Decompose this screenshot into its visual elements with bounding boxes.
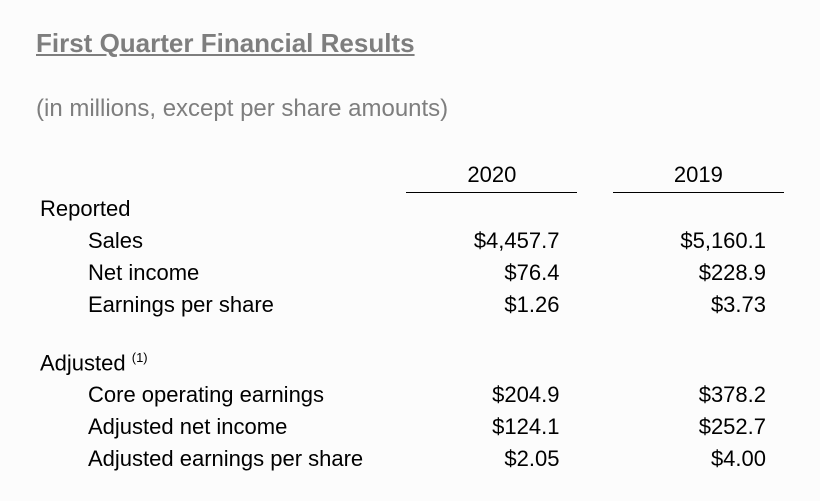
financial-table: 2020 2019 Reported Sales $4,457.7 $5,160… xyxy=(36,159,784,475)
table-row: Earnings per share $1.26 $3.73 xyxy=(36,289,784,321)
cell-value: $5,160.1 xyxy=(613,225,784,257)
cell-value: $1.26 xyxy=(406,289,577,321)
table-row: Adjusted earnings per share $2.05 $4.00 xyxy=(36,443,784,475)
cell-value: $4.00 xyxy=(613,443,784,475)
section-reported: Reported xyxy=(36,193,784,225)
footnote-marker: (1) xyxy=(132,350,148,365)
cell-value: $3.73 xyxy=(613,289,784,321)
row-label: Adjusted net income xyxy=(36,411,406,443)
table-row: Core operating earnings $204.9 $378.2 xyxy=(36,379,784,411)
cell-value: $378.2 xyxy=(613,379,784,411)
cell-value: $4,457.7 xyxy=(406,225,577,257)
adjusted-label-text: Adjusted xyxy=(40,350,132,375)
row-label: Sales xyxy=(36,225,406,257)
cell-value: $204.9 xyxy=(406,379,577,411)
year-header-2: 2019 xyxy=(613,159,784,193)
section-label-reported: Reported xyxy=(36,193,406,225)
cell-value: $2.05 xyxy=(406,443,577,475)
cell-value: $228.9 xyxy=(613,257,784,289)
spacer-row xyxy=(36,321,784,347)
year-header-1: 2020 xyxy=(406,159,577,193)
cell-value: $124.1 xyxy=(406,411,577,443)
row-label: Earnings per share xyxy=(36,289,406,321)
row-label: Core operating earnings xyxy=(36,379,406,411)
header-row: 2020 2019 xyxy=(36,159,784,193)
cell-value: $252.7 xyxy=(613,411,784,443)
section-label-adjusted: Adjusted (1) xyxy=(36,347,406,379)
row-label: Adjusted earnings per share xyxy=(36,443,406,475)
page-subtitle: (in millions, except per share amounts) xyxy=(36,95,784,123)
row-label: Net income xyxy=(36,257,406,289)
cell-value: $76.4 xyxy=(406,257,577,289)
table-row: Sales $4,457.7 $5,160.1 xyxy=(36,225,784,257)
table-row: Net income $76.4 $228.9 xyxy=(36,257,784,289)
section-adjusted: Adjusted (1) xyxy=(36,347,784,379)
table-row: Adjusted net income $124.1 $252.7 xyxy=(36,411,784,443)
page-title: First Quarter Financial Results xyxy=(36,28,784,59)
